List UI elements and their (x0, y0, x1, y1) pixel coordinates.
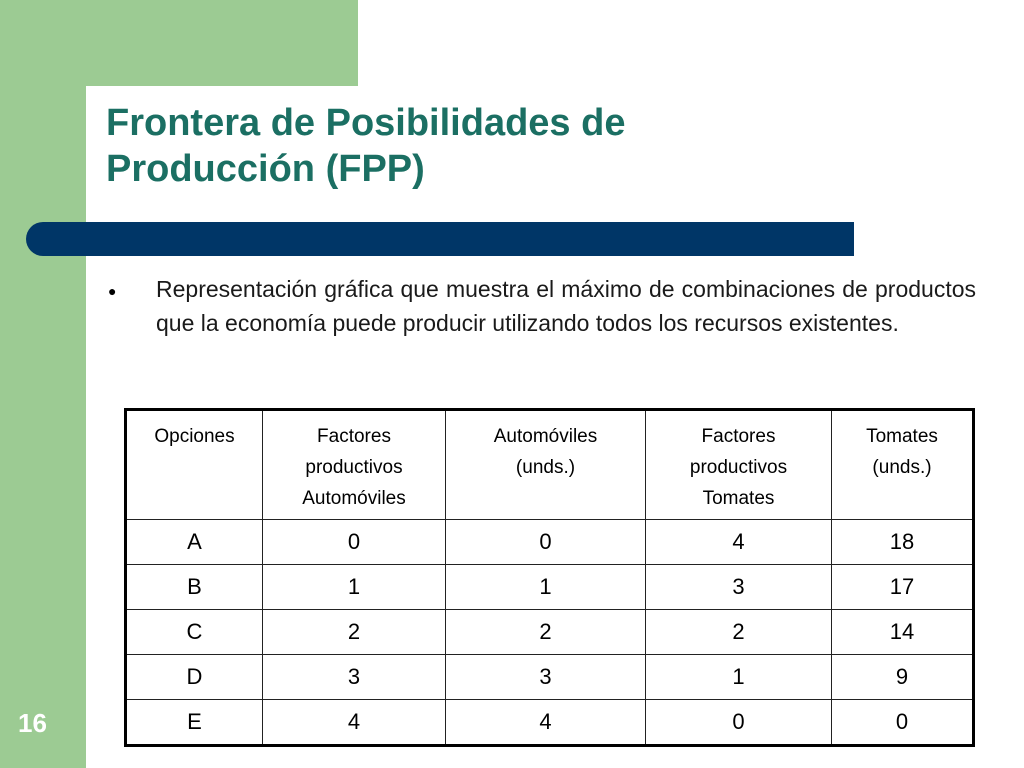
cell-automoviles: 3 (445, 654, 646, 700)
table-header: Opciones Factores productivos Automóvile… (125, 409, 974, 520)
cell-tomates: 14 (831, 609, 974, 655)
cell-tomates: 9 (831, 654, 974, 700)
cell-factores-tomates: 4 (645, 519, 832, 565)
header-line: (unds.) (872, 457, 932, 478)
cell-opcion: C (125, 609, 263, 655)
cell-opcion: A (125, 519, 263, 565)
cell-factores-automoviles: 0 (262, 519, 446, 565)
table-row: E 4 4 0 0 (125, 699, 974, 746)
cell-opcion: B (125, 564, 263, 610)
header-line: Automóviles (302, 488, 406, 509)
header-line: Automóviles (493, 426, 598, 447)
cell-factores-tomates: 1 (645, 654, 832, 700)
cell-tomates: 0 (831, 699, 974, 746)
left-accent-band (0, 0, 86, 768)
header-line: Opciones (154, 426, 235, 447)
cell-automoviles: 2 (445, 609, 646, 655)
cell-opcion: E (125, 699, 263, 746)
bullet-dot-icon: ● (108, 283, 117, 299)
cell-factores-tomates: 3 (645, 564, 832, 610)
cell-tomates: 17 (831, 564, 974, 610)
header-line: (unds.) (515, 457, 576, 478)
cell-factores-automoviles: 2 (262, 609, 446, 655)
cell-automoviles: 1 (445, 564, 646, 610)
header-line: productivos (689, 457, 788, 478)
column-header-factores-automoviles: Factores productivos Automóviles (262, 409, 446, 520)
slide-title: Frontera de Posibilidades de Producción … (106, 100, 806, 192)
top-accent-band (0, 0, 358, 86)
cell-automoviles: 4 (445, 699, 646, 746)
cell-automoviles: 0 (445, 519, 646, 565)
table-row: D 3 3 1 9 (125, 654, 974, 700)
table-header-row: Opciones Factores productivos Automóvile… (125, 409, 974, 520)
cell-opcion: D (125, 654, 263, 700)
cell-factores-automoviles: 3 (262, 654, 446, 700)
cell-factores-automoviles: 4 (262, 699, 446, 746)
header-line: productivos (305, 457, 403, 478)
table-body: A 0 0 4 18 B 1 1 3 17 C 2 2 2 14 D 3 3 1… (125, 519, 974, 746)
header-line: Factores (317, 426, 391, 447)
cell-tomates: 18 (831, 519, 974, 565)
cell-factores-tomates: 0 (645, 699, 832, 746)
bullet-text: Representación gráfica que muestra el má… (156, 276, 976, 336)
slide-number: 16 (18, 708, 47, 738)
column-header-opciones: Opciones (125, 409, 263, 520)
column-header-automoviles: Automóviles (unds.) (445, 409, 646, 520)
cell-factores-automoviles: 1 (262, 564, 446, 610)
header-line: Tomates (702, 488, 775, 509)
slide-title-line-1: Frontera de Posibilidades de (106, 102, 626, 144)
column-header-tomates: Tomates (unds.) (831, 409, 974, 520)
column-header-factores-tomates: Factores productivos Tomates (645, 409, 832, 520)
slide-title-line-2: Producción (FPP) (106, 148, 425, 190)
header-line: Factores (701, 426, 776, 447)
table-row: B 1 1 3 17 (125, 564, 974, 610)
header-line: Tomates (866, 426, 938, 447)
title-underline-bar (26, 222, 854, 256)
table-row: C 2 2 2 14 (125, 609, 974, 655)
table-row: A 0 0 4 18 (125, 519, 974, 565)
cell-factores-tomates: 2 (645, 609, 832, 655)
fpp-table: Opciones Factores productivos Automóvile… (124, 408, 975, 747)
